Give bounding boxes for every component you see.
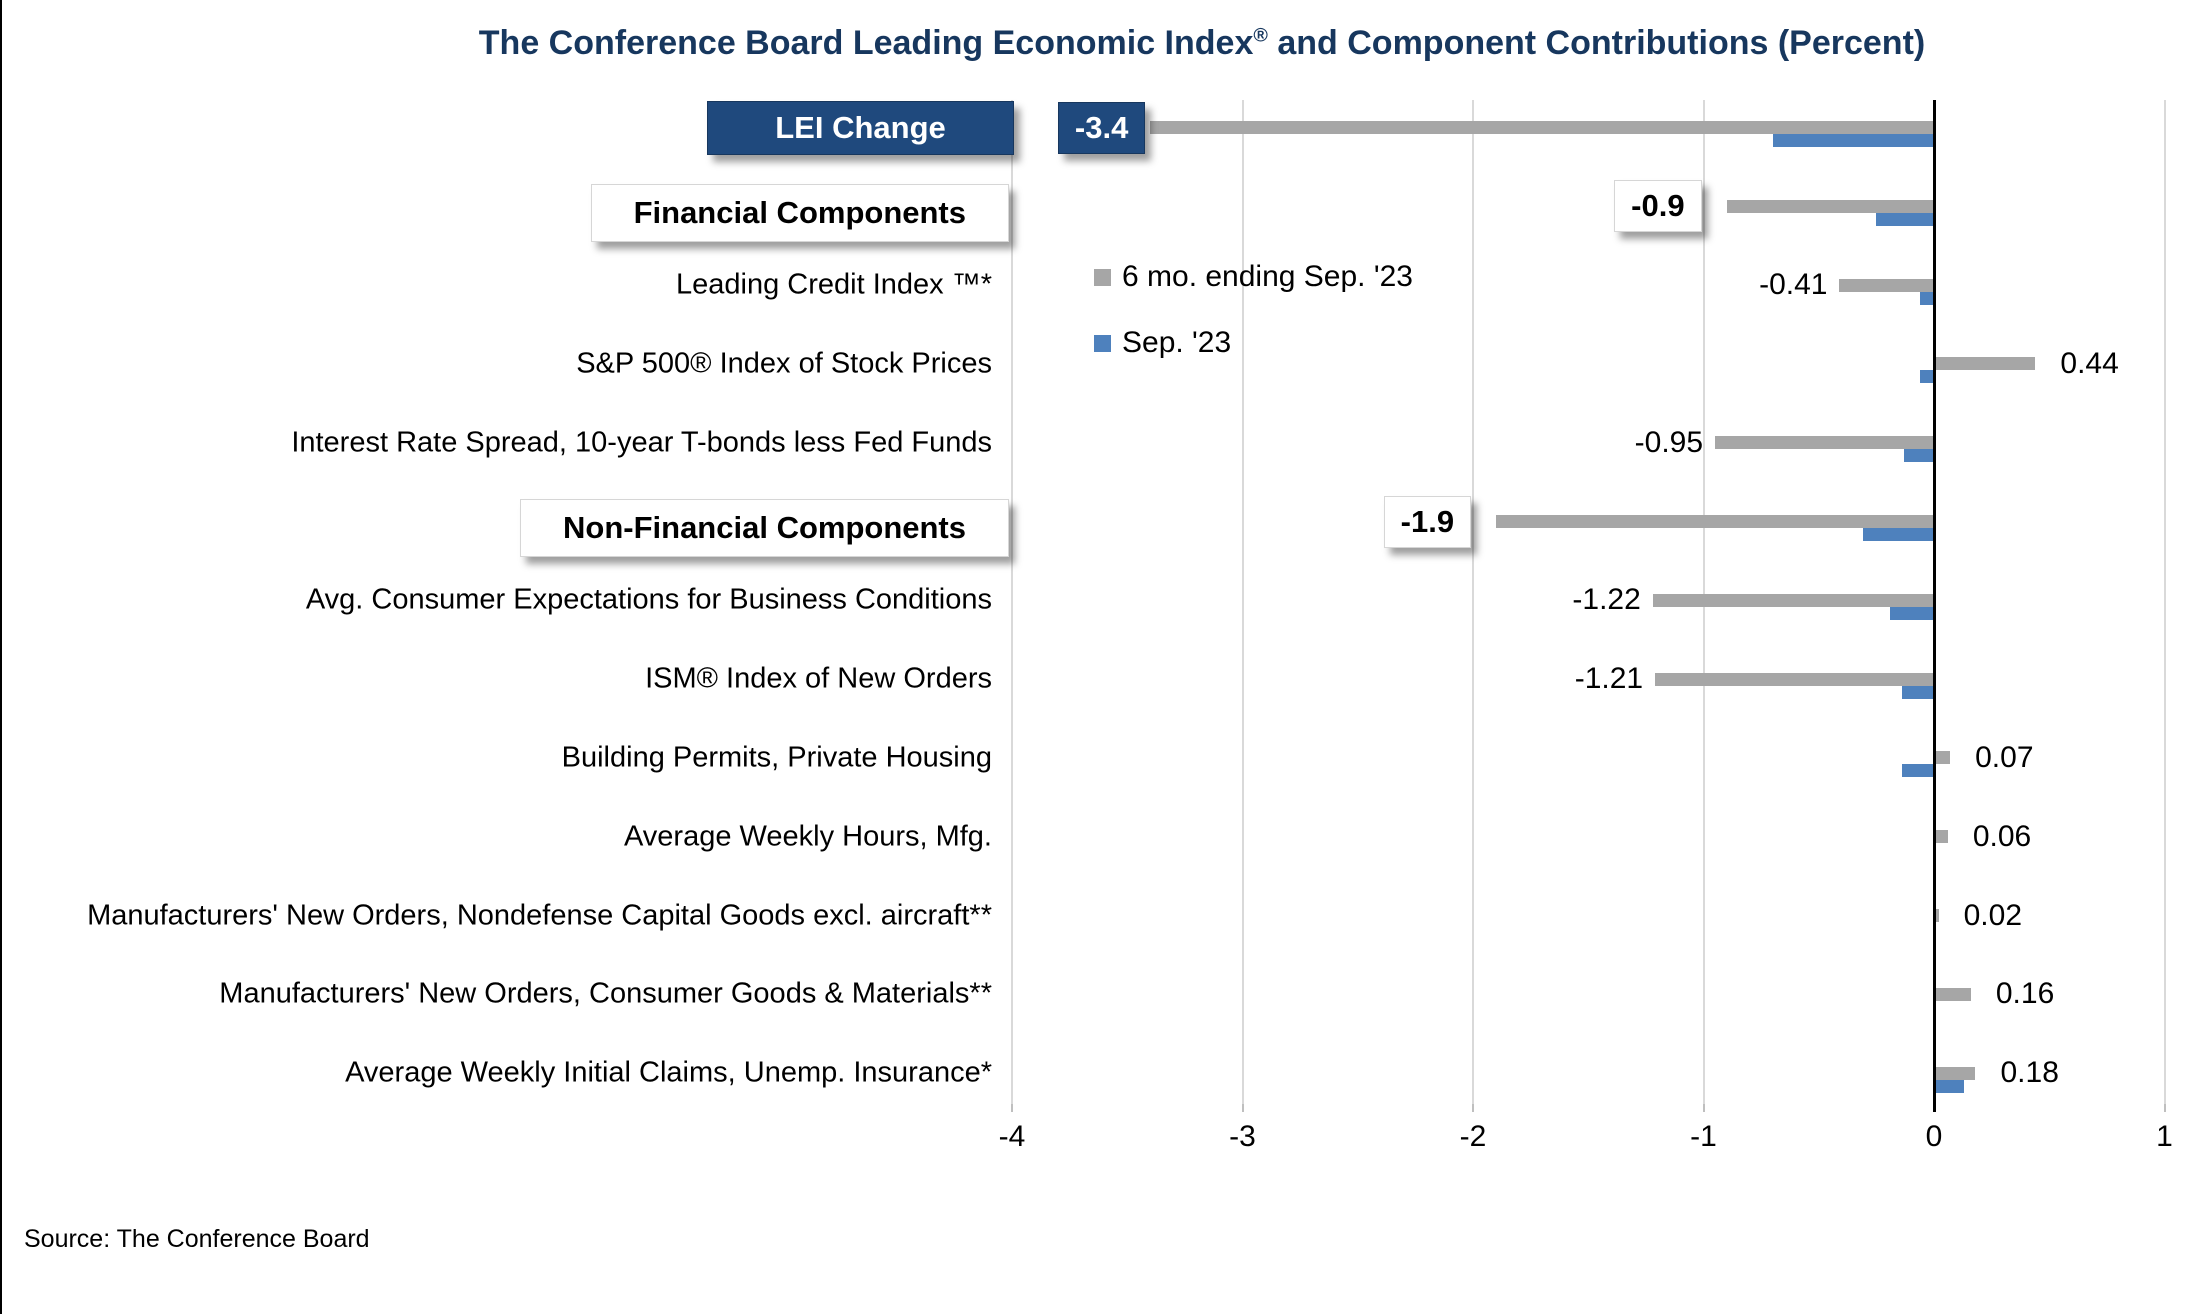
legend-swatch-sep [1094,334,1111,352]
x-axis-tick [1011,1104,1013,1112]
chart-title-text: The Conference Board Leading Economic In… [478,24,1254,62]
gridline [2163,100,2166,1104]
six-month-bar [1934,987,1971,1001]
value-label: 0.07 [1975,740,2034,774]
six-month-bar [1655,672,1934,686]
x-tick-label: -4 [998,1120,1026,1153]
x-axis-tick [1472,1104,1474,1112]
category-label: Interest Rate Spread, 10-year T-bonds le… [291,426,992,459]
category-label: Manufacturers' New Orders, Nondefense Ca… [87,899,992,931]
value-label: 0.44 [2060,346,2119,380]
category-box-component-group: Non-Financial Components [520,499,1009,557]
footnotes: Source: The Conference Board * Inverted … [24,1164,1098,1314]
six-month-bar [1934,751,1951,765]
legend-item-6mo: 6 mo. ending Sep. '23 [1094,260,1413,293]
category-box-component-group: Financial Components [590,183,1009,242]
sep-23-bar [1876,212,1934,226]
sep-23-bar [1890,606,1934,620]
value-box-component-group: -1.9 [1383,495,1472,548]
legend-label-6mo: 6 mo. ending Sep. '23 [1122,260,1413,293]
chart-title: The Conference Board Leading Economic In… [202,24,2190,63]
sep-23-bar [1772,134,1934,147]
sep-23-bar [1901,685,1934,699]
six-month-bar [1496,515,1934,528]
category-label: Leading Credit Index ™* [676,268,992,301]
six-month-bar [1934,1066,1976,1080]
sep-23-bar [1934,1079,1964,1093]
x-tick-label: 0 [1925,1120,1943,1153]
x-tick-label: -3 [1229,1120,1256,1153]
category-label: S&P 500® Index of Stock Prices [576,347,992,380]
six-month-bar [1652,593,1934,607]
footnote-source: Source: The Conference Board [24,1225,370,1253]
registered-mark: ® [1253,24,1268,47]
value-label: -0.41 [1759,268,1828,302]
sep-23-bar [1920,291,1934,305]
sep-23-bar [1920,370,1934,384]
category-label: Average Weekly Initial Claims, Unemp. In… [345,1056,992,1089]
sep-23-bar [1901,764,1934,778]
value-label: -1.21 [1574,662,1644,696]
value-label: 0.16 [1995,977,2055,1011]
value-label: 0.06 [1972,819,2032,853]
category-label: Building Permits, Private Housing [561,741,992,774]
six-month-bar [1934,830,1948,844]
sep-23-bar [1862,528,1934,541]
sep-23-bar [1904,449,1934,463]
six-month-bar [1726,199,1934,213]
legend: 6 mo. ending Sep. '23 Sep. '23 [1094,260,1413,393]
category-label: ISM® Index of New Orders [645,662,992,695]
x-tick-label: -2 [1459,1120,1487,1153]
value-label: 0.18 [2000,1056,2059,1090]
gridline [1472,100,1474,1104]
gridline [1241,100,1244,1104]
value-label: -0.95 [1634,425,1704,459]
legend-item-sep: Sep. '23 [1094,326,1413,359]
category-box-lei-change: LEI Change [707,100,1014,155]
gridline [1011,100,1013,1104]
value-box-component-group: -0.9 [1614,180,1702,233]
category-label: Average Weekly Hours, Mfg. [623,820,992,853]
chart-title-text-2: and Component Contributions (Percent) [1267,24,1926,62]
value-label: 0.02 [1963,898,2022,932]
six-month-bar [1839,278,1934,292]
six-month-bar [1934,357,2036,371]
x-axis-tick [1702,1104,1705,1112]
x-tick-label: -1 [1690,1120,1717,1153]
x-axis-tick [2163,1104,2166,1112]
category-label: Avg. Consumer Expectations for Business … [305,583,992,616]
category-label: Manufacturers' New Orders, Consumer Good… [219,977,992,1010]
value-label: -1.22 [1572,583,1641,617]
x-tick-label: 1 [2156,1120,2173,1153]
value-box-lei-change: -3.4 [1057,101,1146,154]
six-month-bar [1150,121,1934,134]
x-axis-tick [1241,1104,1244,1112]
six-month-bar [1715,436,1934,450]
legend-swatch-6mo [1094,268,1111,286]
legend-label-sep: Sep. '23 [1122,326,1232,359]
six-month-bar [1934,909,1939,922]
zero-axis-line [1933,100,1936,1112]
